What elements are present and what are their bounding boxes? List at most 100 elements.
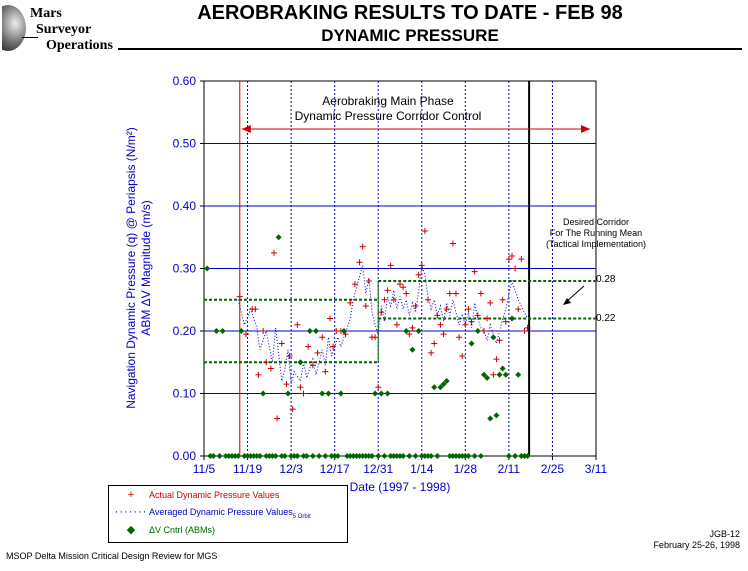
abm-point (468, 340, 475, 347)
abm-point (207, 453, 214, 459)
diamond-marker-icon: ◆ (126, 524, 136, 536)
actual-pressure-point (406, 331, 413, 338)
actual-pressure-point (283, 381, 290, 388)
phase-label-line-2: Dynamic Pressure Corridor Control (295, 109, 482, 123)
abm-point (325, 390, 332, 397)
actual-pressure-point (496, 337, 503, 344)
logo-line-3: Operations (46, 38, 113, 53)
actual-pressure-point (390, 296, 397, 303)
abm-point (309, 453, 316, 459)
abm-point (390, 453, 397, 459)
legend-item-average: ······· Averaged Dynamic Pressure Values5… (113, 506, 311, 520)
abm-point (369, 453, 375, 459)
actual-pressure-point (425, 296, 431, 303)
abm-point (316, 453, 323, 459)
page-title: AEROBRAKING RESULTS TO DATE - FEB 98 (197, 2, 623, 24)
abm-point (484, 374, 491, 381)
actual-pressure-point (481, 328, 487, 334)
y-tick-label: 0.20 (173, 324, 197, 338)
actual-pressure-point (502, 318, 509, 325)
abm-point (266, 453, 273, 459)
actual-pressure-point (524, 324, 531, 331)
abm-point (347, 453, 354, 459)
x-tick-label: 1/14 (410, 462, 434, 476)
actual-pressure-point (459, 353, 466, 359)
abm-point (375, 453, 382, 459)
abm-point (387, 453, 394, 459)
chart-legend: + Actual Dynamic Pressure Values ······· A… (108, 485, 348, 543)
abm-point (502, 371, 509, 378)
mars-surveyor-logo: Mars Surveyor Operations (2, 2, 120, 58)
abm-point (428, 453, 435, 459)
phase-label-line-1: Aerobraking Main Phase (322, 94, 454, 108)
logo-line-1: Mars (30, 6, 62, 21)
abm-point (322, 453, 329, 459)
actual-pressure-point (384, 287, 391, 294)
abm-point (204, 265, 211, 272)
actual-pressure-point (465, 306, 472, 313)
actual-pressure-point (434, 312, 441, 319)
abm-point (288, 453, 295, 459)
footer-doc-id: JGB-12 (709, 529, 740, 539)
abm-point (496, 371, 503, 378)
abm-point (515, 371, 522, 378)
abm-point (505, 453, 512, 459)
abm-point (253, 453, 260, 459)
abm-point (241, 453, 248, 459)
actual-pressure-point (381, 296, 388, 303)
legend-item-abm: ◆ ΔV Cntrl (ABMs) (113, 523, 215, 537)
abm-point (285, 390, 291, 397)
abm-point (269, 453, 276, 459)
actual-pressure-point (484, 315, 491, 322)
abm-point (449, 453, 456, 459)
actual-pressure-point (468, 318, 475, 325)
actual-pressure-point (509, 253, 515, 259)
abm-point (300, 453, 307, 459)
plus-marker-icon: + (127, 489, 135, 501)
actual-pressure-point (263, 359, 270, 366)
actual-pressure-point (314, 349, 321, 356)
corridor-note-line-2: For The Running Mean (550, 228, 642, 238)
abm-point (400, 453, 407, 459)
actual-pressure-point (286, 353, 293, 359)
abm-point (474, 328, 481, 334)
actual-pressure-point (375, 384, 382, 391)
abm-point (521, 453, 528, 459)
y-tick-label: 0.00 (173, 449, 197, 463)
actual-pressure-point (351, 281, 358, 288)
actual-pressure-point (490, 371, 497, 378)
abm-point (418, 453, 425, 459)
x-tick-label: 12/17 (320, 462, 350, 476)
abm-point (471, 453, 478, 459)
abm-point (353, 453, 360, 459)
abm-point (257, 453, 263, 459)
abm-point (512, 453, 519, 459)
abm-point (229, 453, 235, 459)
actual-pressure-point (462, 321, 469, 328)
abm-point (250, 453, 257, 459)
abm-point (465, 453, 472, 459)
abm-point (365, 453, 372, 459)
actual-pressure-point (327, 315, 333, 322)
actual-pressure-point (294, 321, 301, 328)
actual-pressure-point (493, 356, 500, 363)
x-tick-label: 3/11 (585, 462, 608, 476)
actual-pressure-point (309, 362, 316, 369)
abm-point (481, 371, 487, 378)
abm-point (434, 453, 441, 459)
abm-point (263, 453, 270, 459)
actual-pressure-point (412, 303, 419, 309)
actual-pressure-point (322, 368, 329, 375)
abm-point (232, 453, 239, 459)
abm-point (437, 384, 444, 391)
actual-pressure-point (372, 334, 379, 341)
actual-pressure-point (456, 334, 463, 341)
actual-pressure-point (300, 390, 307, 397)
page-subtitle: DYNAMIC PRESSURE (321, 26, 499, 45)
abm-point (459, 453, 466, 459)
abm-point (477, 453, 484, 459)
averaged-pressure-line (237, 265, 529, 385)
abm-point (350, 453, 357, 459)
actual-pressure-point (359, 243, 366, 250)
abm-point (415, 328, 422, 334)
